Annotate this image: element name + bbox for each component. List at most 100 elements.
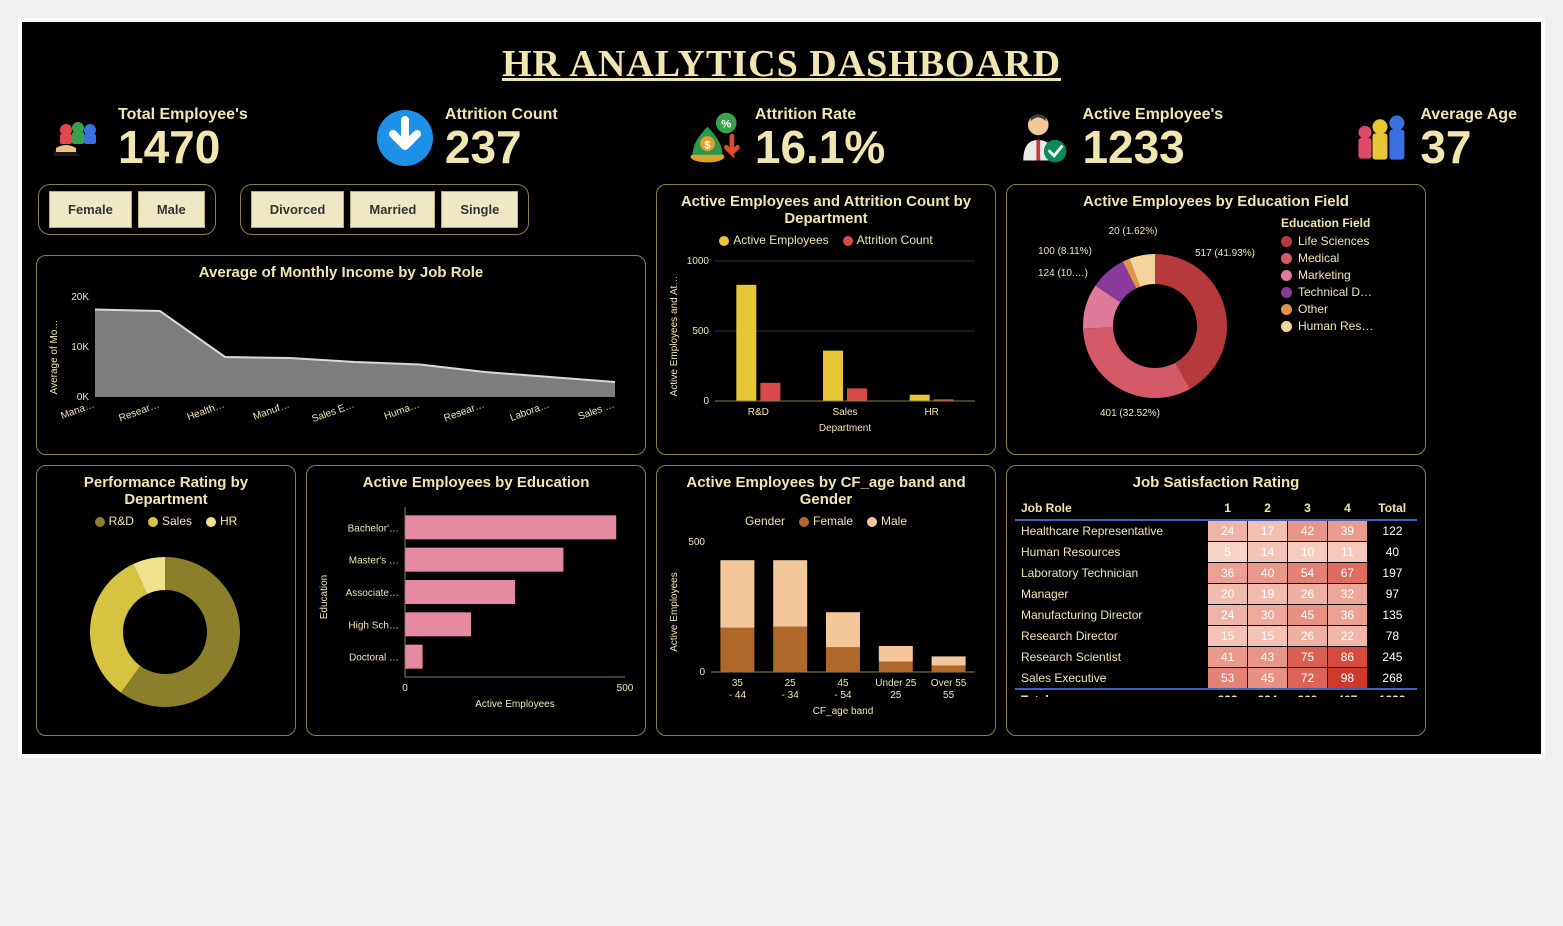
svg-text:- 44: - 44 xyxy=(729,690,747,701)
svg-text:25: 25 xyxy=(890,690,902,701)
kpi-value: 1233 xyxy=(1082,124,1223,170)
edu-hbar-chart[interactable]: EducationBachelor'…Master's …Associate…H… xyxy=(315,497,635,717)
marital-filter: DivorcedMarriedSingle xyxy=(240,184,530,235)
perf-donut-chart[interactable] xyxy=(45,532,285,722)
chart-title: Active Employees by Education xyxy=(315,474,637,491)
table-scroll[interactable]: Job Role1234TotalHealthcare Representati… xyxy=(1015,497,1417,697)
table-row[interactable]: Laboratory Technician36405467197 xyxy=(1015,563,1417,584)
edu-field-legend: Education Field Life SciencesMedicalMark… xyxy=(1281,216,1373,426)
chart-title: Job Satisfaction Rating xyxy=(1015,474,1417,491)
svg-text:500: 500 xyxy=(692,326,709,337)
kpi-active-employees: Active Employee's1233 xyxy=(1010,106,1223,170)
chart-title: Average of Monthly Income by Job Role xyxy=(45,264,637,281)
satisfaction-card: Job Satisfaction Rating Job Role1234Tota… xyxy=(1006,465,1426,736)
svg-text:55: 55 xyxy=(943,690,955,701)
legend-title: Education Field xyxy=(1281,216,1373,230)
svg-text:Doctoral …: Doctoral … xyxy=(349,653,399,664)
svg-text:Associate…: Associate… xyxy=(346,588,399,599)
svg-text:Department: Department xyxy=(819,423,871,434)
edu-field-card: Active Employees by Education Field 517 … xyxy=(1006,184,1426,455)
income-chart-card: Average of Monthly Income by Job Role 0K… xyxy=(36,255,646,455)
table-row[interactable]: Research Scientist41437586245 xyxy=(1015,647,1417,668)
svg-text:$: $ xyxy=(704,139,711,151)
age-gender-chart[interactable]: 0500Active Employees35- 4425- 3445- 54Un… xyxy=(665,532,985,722)
family-icon xyxy=(1348,106,1412,170)
filter-btn-female[interactable]: Female xyxy=(49,191,132,228)
filter-btn-divorced[interactable]: Divorced xyxy=(251,191,345,228)
page-title: HR ANALYTICS DASHBOARD xyxy=(36,32,1527,100)
svg-text:Bachelor'…: Bachelor'… xyxy=(348,523,399,534)
svg-text:0: 0 xyxy=(699,667,705,678)
svg-text:35: 35 xyxy=(732,678,744,689)
svg-text:0: 0 xyxy=(703,396,709,407)
kpi-value: 1470 xyxy=(118,124,248,170)
table-row[interactable]: Research Director1515262278 xyxy=(1015,626,1417,647)
hand-people-icon xyxy=(46,106,110,170)
svg-text:517 (41.93%): 517 (41.93%) xyxy=(1195,248,1255,259)
svg-text:Master's …: Master's … xyxy=(349,556,399,567)
svg-text:25: 25 xyxy=(785,678,797,689)
chart-title: Active Employees by CF_age band and Gend… xyxy=(665,474,987,508)
gender-filter: FemaleMale xyxy=(38,184,216,235)
svg-text:Average of Mo…: Average of Mo… xyxy=(49,320,60,395)
dept-legend: Active EmployeesAttrition Count xyxy=(665,233,987,247)
svg-text:Labora…: Labora… xyxy=(509,399,551,423)
table-row[interactable]: Human Resources514101140 xyxy=(1015,542,1417,563)
svg-text:10K: 10K xyxy=(71,342,89,353)
svg-text:Active Employees and At…: Active Employees and At… xyxy=(669,276,680,397)
kpi-value: 237 xyxy=(445,124,558,170)
svg-text:- 34: - 34 xyxy=(782,690,800,701)
filter-btn-single[interactable]: Single xyxy=(441,191,518,228)
chart-title: Active Employees and Attrition Count by … xyxy=(665,193,987,227)
money-percent-icon: $ % xyxy=(683,106,747,170)
svg-text:100 (8.11%): 100 (8.11%) xyxy=(1038,246,1092,257)
svg-text:Health…: Health… xyxy=(186,399,226,423)
svg-text:45: 45 xyxy=(837,678,849,689)
satisfaction-table: Job Role1234TotalHealthcare Representati… xyxy=(1015,497,1417,697)
dept-chart-card: Active Employees and Attrition Count by … xyxy=(656,184,996,455)
svg-text:124 (10.…): 124 (10.…) xyxy=(1038,268,1088,279)
dashboard: HR ANALYTICS DASHBOARD Total Employee's1… xyxy=(18,18,1545,758)
svg-text:20 (1.62%): 20 (1.62%) xyxy=(1109,226,1158,237)
svg-text:Resear…: Resear… xyxy=(443,399,486,424)
svg-text:HR: HR xyxy=(924,407,938,418)
svg-text:20K: 20K xyxy=(71,292,89,303)
edu-field-donut[interactable]: 517 (41.93%)401 (32.52%)124 (10.…)100 (8… xyxy=(1015,216,1275,426)
arrow-down-circle-icon xyxy=(373,106,437,170)
perf-legend: R&DSalesHR xyxy=(45,514,287,528)
svg-text:CF_age band: CF_age band xyxy=(813,706,874,717)
income-area-chart[interactable]: 0K10K20KAverage of Mo…Mana…Resear…Health… xyxy=(45,287,625,437)
filter-btn-male[interactable]: Male xyxy=(138,191,205,228)
svg-text:Sales E…: Sales E… xyxy=(310,399,356,425)
svg-text:Active Employees: Active Employees xyxy=(475,699,554,710)
table-row[interactable]: Manufacturing Director24304536135 xyxy=(1015,605,1417,626)
kpi-value: 16.1% xyxy=(755,124,885,170)
svg-text:%: % xyxy=(721,119,731,131)
kpi-attrition-rate: $ % Attrition Rate16.1% xyxy=(683,106,885,170)
table-row[interactable]: Healthcare Representative24174239122 xyxy=(1015,520,1417,542)
svg-text:R&D: R&D xyxy=(748,407,769,418)
svg-text:Under 25: Under 25 xyxy=(875,678,917,689)
dept-bar-chart[interactable]: 0 500 1000 Active Employees and At… R&D Sales… xyxy=(665,251,985,441)
chart-title: Performance Rating by Department xyxy=(45,474,287,508)
table-row[interactable]: Sales Executive53457298268 xyxy=(1015,668,1417,690)
table-row[interactable]: Manager2019263297 xyxy=(1015,584,1417,605)
svg-text:500: 500 xyxy=(617,683,634,694)
svg-text:0: 0 xyxy=(402,683,408,694)
edu-bar-card: Active Employees by Education EducationB… xyxy=(306,465,646,736)
svg-text:500: 500 xyxy=(688,537,705,548)
employee-check-icon xyxy=(1010,106,1074,170)
main-grid: FemaleMale DivorcedMarriedSingle Average… xyxy=(36,184,1527,736)
svg-text:Active Employees: Active Employees xyxy=(669,572,680,651)
svg-text:Sales: Sales xyxy=(832,407,857,418)
svg-text:Resear…: Resear… xyxy=(118,399,161,424)
svg-text:High Sch…: High Sch… xyxy=(348,620,399,631)
svg-text:Huma…: Huma… xyxy=(383,399,421,422)
filter-btn-married[interactable]: Married xyxy=(350,191,435,228)
kpi-row: Total Employee's1470 Attrition Count237 … xyxy=(36,100,1527,184)
perf-donut-card: Performance Rating by Department R&DSale… xyxy=(36,465,296,736)
svg-text:Sales …: Sales … xyxy=(577,399,616,422)
svg-text:1000: 1000 xyxy=(687,256,710,267)
kpi-total-employees: Total Employee's1470 xyxy=(46,106,248,170)
chart-title: Active Employees by Education Field xyxy=(1015,193,1417,210)
